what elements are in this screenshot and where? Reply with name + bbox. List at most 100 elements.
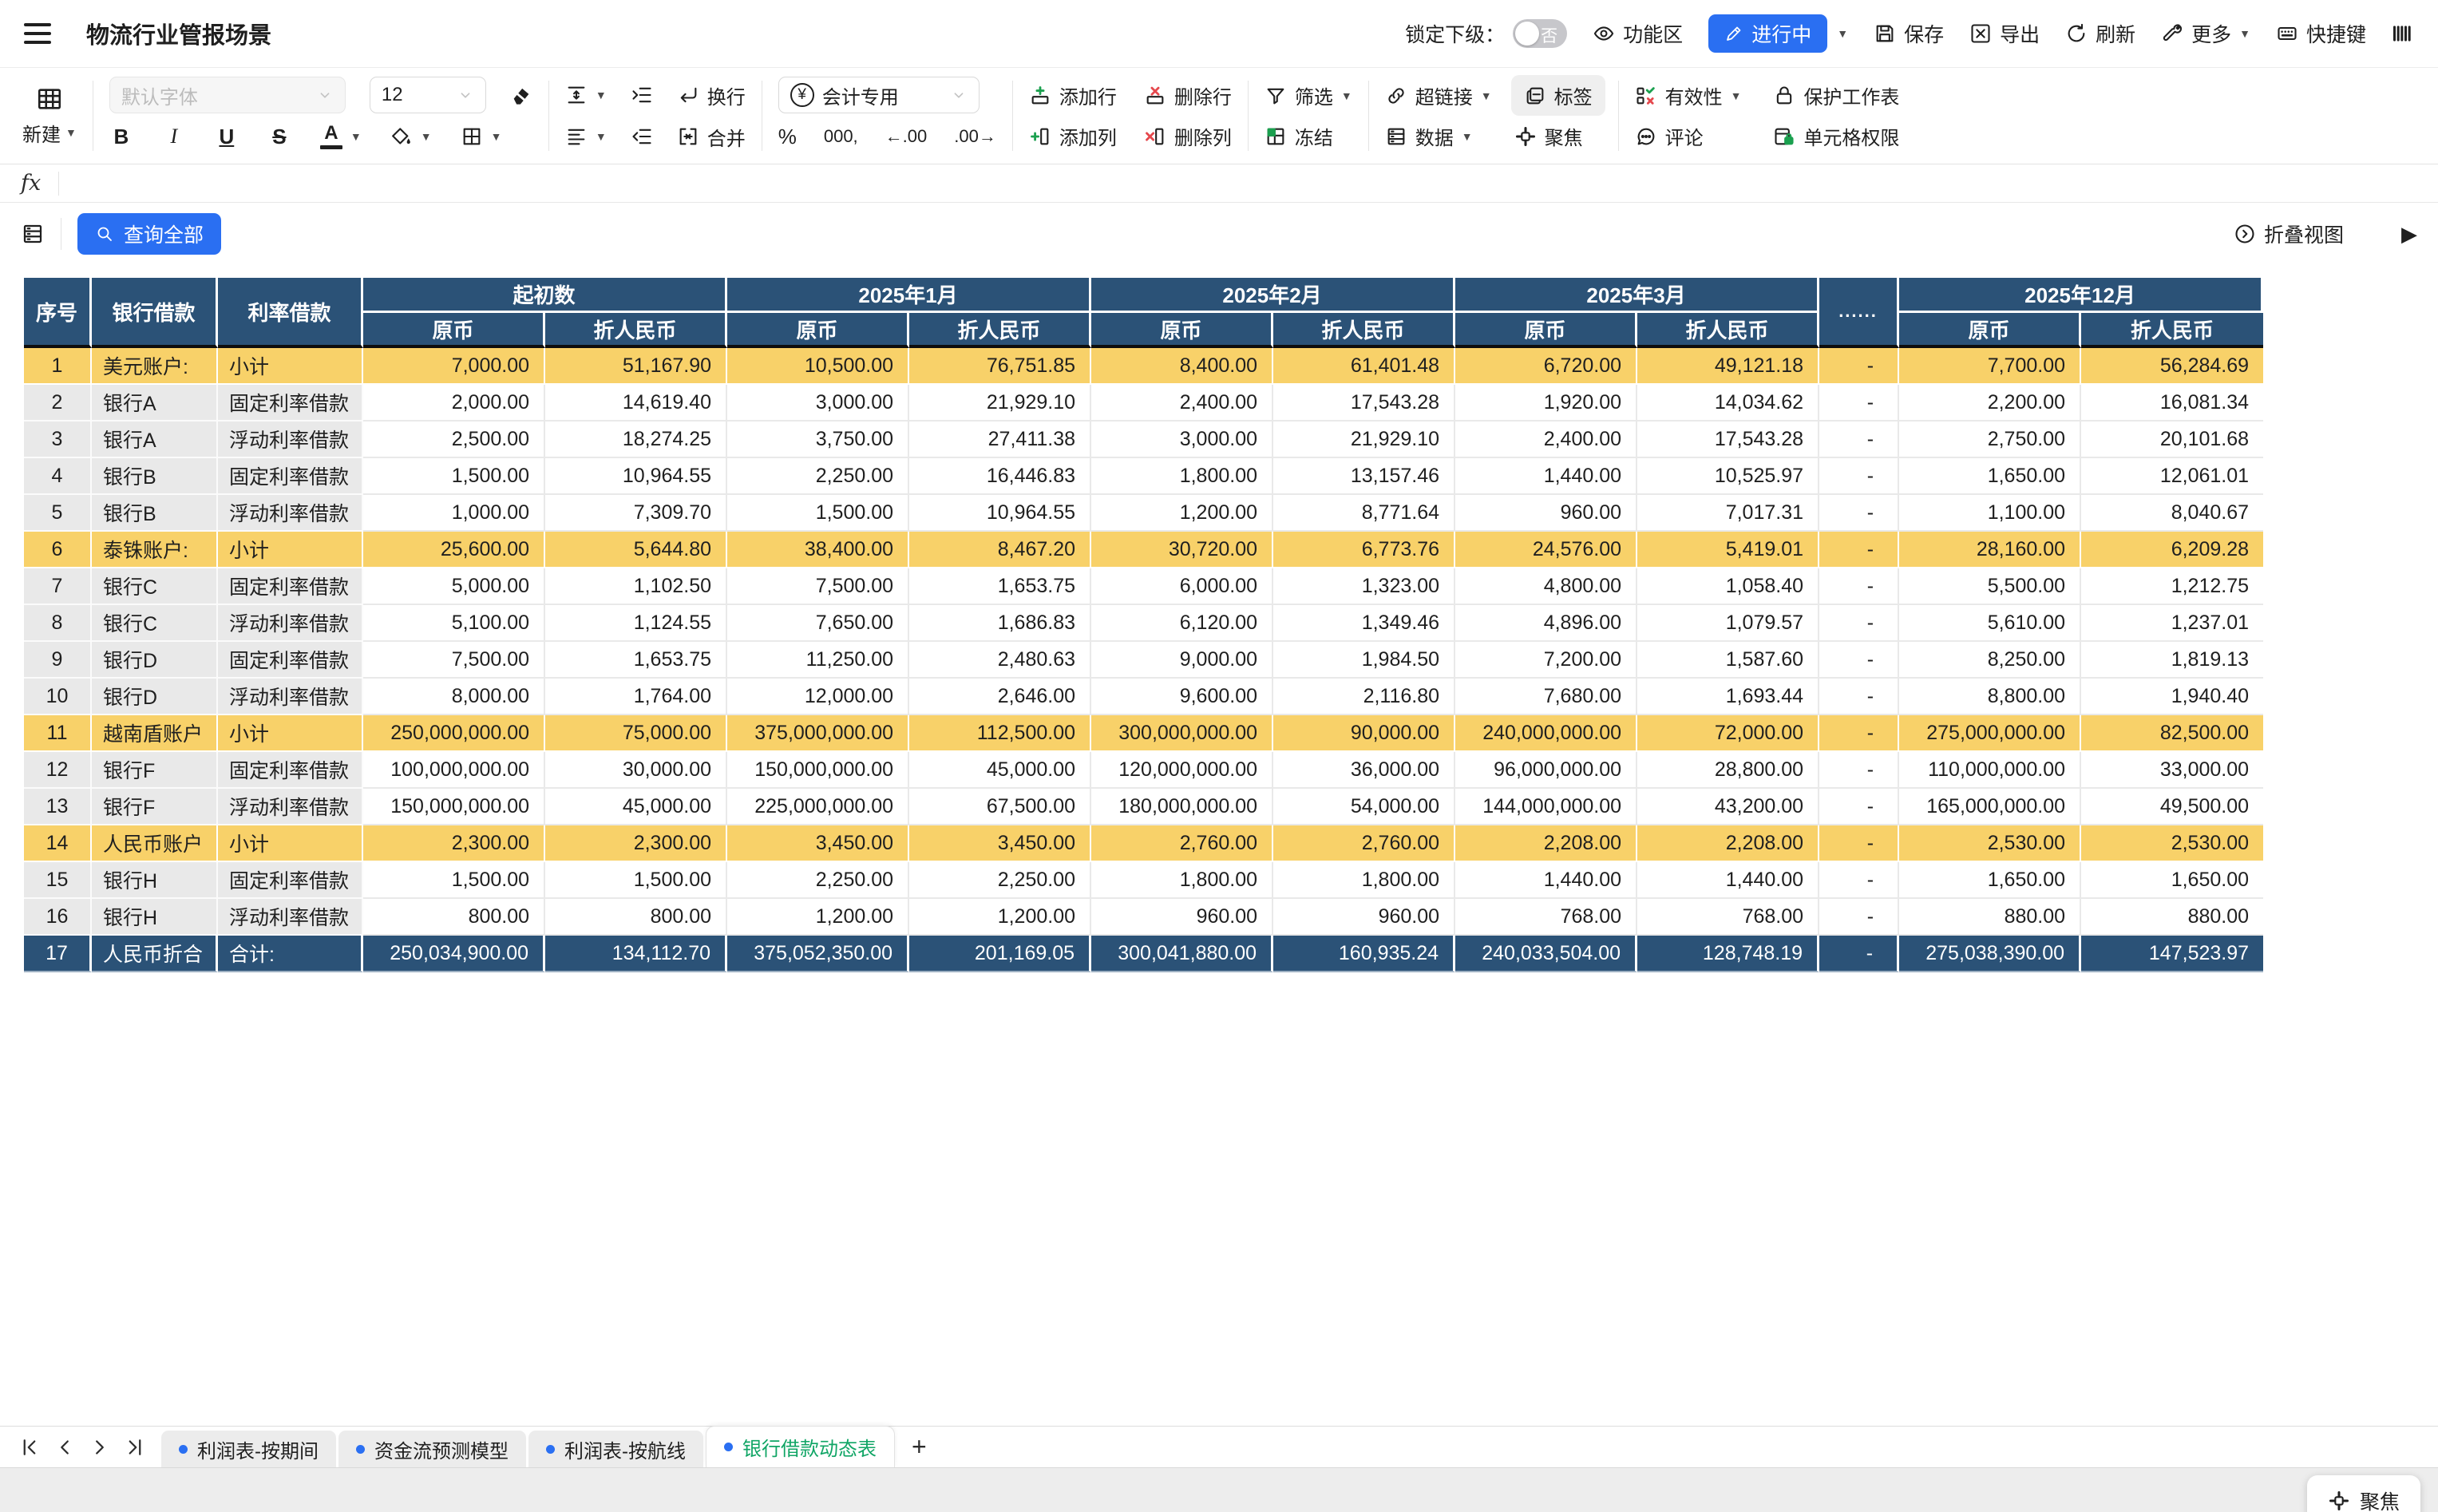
table-cell[interactable]: 51,167.90 (545, 348, 728, 385)
table-cell[interactable]: 2,208.00 (1637, 825, 1820, 862)
table-cell[interactable]: 5 (24, 495, 92, 532)
table-cell[interactable]: 银行B (92, 495, 219, 532)
column-header[interactable]: 折人民币 (2081, 313, 2264, 348)
table-cell[interactable]: 2,500.00 (363, 422, 546, 458)
table-cell[interactable]: 合计: (218, 936, 364, 972)
table-cell[interactable]: 2,250.00 (909, 862, 1092, 899)
table-cell[interactable]: 1,653.75 (909, 568, 1092, 605)
table-cell[interactable]: 10,500.00 (727, 348, 910, 385)
table-cell[interactable]: 112,500.00 (909, 715, 1092, 752)
expand-panel-icon[interactable]: ▶ (2401, 221, 2417, 246)
table-cell[interactable]: 38,400.00 (727, 532, 910, 568)
table-cell[interactable]: 3,000.00 (727, 385, 910, 422)
table-cell[interactable]: 21,929.10 (909, 385, 1092, 422)
add-sheet-button[interactable]: + (912, 1432, 927, 1461)
table-cell[interactable]: 浮动利率借款 (218, 422, 364, 458)
font-size-select[interactable]: 12 (369, 77, 486, 113)
table-cell[interactable]: 1,200.00 (1091, 495, 1274, 532)
table-cell[interactable]: 7,500.00 (363, 642, 546, 679)
table-cell[interactable]: 1,102.50 (545, 568, 728, 605)
table-cell[interactable]: - (1819, 789, 1900, 825)
merge-cells-button[interactable]: 合并 (677, 123, 746, 151)
table-cell[interactable]: 7,500.00 (727, 568, 910, 605)
table-cell[interactable]: 17,543.28 (1637, 422, 1820, 458)
column-header[interactable]: 原币 (1091, 313, 1274, 348)
export-button[interactable]: 导出 (1969, 19, 2040, 48)
table-cell[interactable]: 14,034.62 (1637, 385, 1820, 422)
table-cell[interactable]: 1,500.00 (363, 458, 546, 495)
horizontal-align-button[interactable]: ▼ (565, 125, 607, 148)
table-cell[interactable]: 银行B (92, 458, 219, 495)
table-cell[interactable]: 12 (24, 752, 92, 789)
table-cell[interactable]: 浮动利率借款 (218, 679, 364, 715)
table-cell[interactable]: 43,200.00 (1637, 789, 1820, 825)
delete-column-button[interactable]: 删除列 (1144, 122, 1232, 150)
collapse-view-button[interactable]: 折叠视图 (2234, 220, 2344, 248)
table-cell[interactable]: 45,000.00 (909, 752, 1092, 789)
table-cell[interactable]: 8,800.00 (1899, 679, 2082, 715)
wrap-text-button[interactable]: 换行 (677, 81, 746, 109)
previous-sheet-icon[interactable] (49, 1435, 80, 1459)
table-cell[interactable]: 110,000,000.00 (1899, 752, 2082, 789)
indent-increase-icon[interactable] (631, 84, 653, 106)
column-header[interactable]: 银行借款 (92, 278, 219, 348)
table-cell[interactable]: 10 (24, 679, 92, 715)
column-header[interactable]: 2025年2月 (1091, 278, 1456, 313)
table-cell[interactable]: 7,309.70 (545, 495, 728, 532)
table-cell[interactable]: - (1819, 605, 1900, 642)
table-cell[interactable]: 375,052,350.00 (727, 936, 910, 972)
table-cell[interactable]: 160,935.24 (1273, 936, 1456, 972)
underline-button[interactable]: U (219, 124, 235, 148)
table-cell[interactable]: 小计 (218, 825, 364, 862)
table-cell[interactable]: 银行D (92, 642, 219, 679)
table-cell[interactable]: 2 (24, 385, 92, 422)
table-cell[interactable]: 3,750.00 (727, 422, 910, 458)
table-cell[interactable]: 小计 (218, 532, 364, 568)
column-header[interactable]: ...... (1819, 278, 1900, 348)
table-cell[interactable]: 1,653.75 (545, 642, 728, 679)
tag-button[interactable]: 标签 (1510, 75, 1605, 116)
table-cell[interactable]: 240,033,504.00 (1455, 936, 1638, 972)
table-cell[interactable]: 8,250.00 (1899, 642, 2082, 679)
strikethrough-button[interactable]: S (272, 124, 287, 148)
table-cell[interactable]: 1,000.00 (363, 495, 546, 532)
table-cell[interactable]: 2,250.00 (727, 862, 910, 899)
table-cell[interactable]: 67,500.00 (909, 789, 1092, 825)
first-sheet-icon[interactable] (14, 1435, 45, 1459)
table-cell[interactable]: 7,017.31 (1637, 495, 1820, 532)
table-cell[interactable]: 3,450.00 (909, 825, 1092, 862)
table-cell[interactable]: 银行C (92, 605, 219, 642)
table-cell[interactable]: 800.00 (545, 899, 728, 936)
table-cell[interactable]: 7,000.00 (363, 348, 546, 385)
table-cell[interactable]: 21,929.10 (1273, 422, 1456, 458)
decrease-decimal-button[interactable]: ←.00 (885, 126, 928, 146)
table-cell[interactable]: 134,112.70 (545, 936, 728, 972)
table-cell[interactable]: 1,800.00 (1273, 862, 1456, 899)
table-cell[interactable]: 2,760.00 (1091, 825, 1274, 862)
table-cell[interactable]: 880.00 (2081, 899, 2264, 936)
table-cell[interactable]: - (1819, 458, 1900, 495)
focus-button[interactable]: 聚焦 (1514, 122, 1602, 150)
table-cell[interactable]: 100,000,000.00 (363, 752, 546, 789)
status-in-progress-button[interactable]: 进行中 (1708, 14, 1828, 53)
table-cell[interactable]: 固定利率借款 (218, 458, 364, 495)
italic-button[interactable]: I (170, 125, 178, 148)
table-cell[interactable]: 6,000.00 (1091, 568, 1274, 605)
table-cell[interactable]: 8,467.20 (909, 532, 1092, 568)
table-cell[interactable]: 1,764.00 (545, 679, 728, 715)
table-cell[interactable]: 4,800.00 (1455, 568, 1638, 605)
table-cell[interactable]: 1,440.00 (1637, 862, 1820, 899)
table-cell[interactable]: 银行A (92, 385, 219, 422)
table-cell[interactable]: - (1819, 715, 1900, 752)
table-cell[interactable]: 28,800.00 (1637, 752, 1820, 789)
table-cell[interactable]: 6,120.00 (1091, 605, 1274, 642)
table-cell[interactable]: 1,500.00 (545, 862, 728, 899)
table-cell[interactable]: 1,920.00 (1455, 385, 1638, 422)
table-cell[interactable]: 201,169.05 (909, 936, 1092, 972)
table-cell[interactable]: 10,964.55 (909, 495, 1092, 532)
table-cell[interactable]: 浮动利率借款 (218, 605, 364, 642)
table-cell[interactable]: 768.00 (1637, 899, 1820, 936)
table-cell[interactable]: 1,079.57 (1637, 605, 1820, 642)
table-cell[interactable]: 2,208.00 (1455, 825, 1638, 862)
table-cell[interactable]: 180,000,000.00 (1091, 789, 1274, 825)
